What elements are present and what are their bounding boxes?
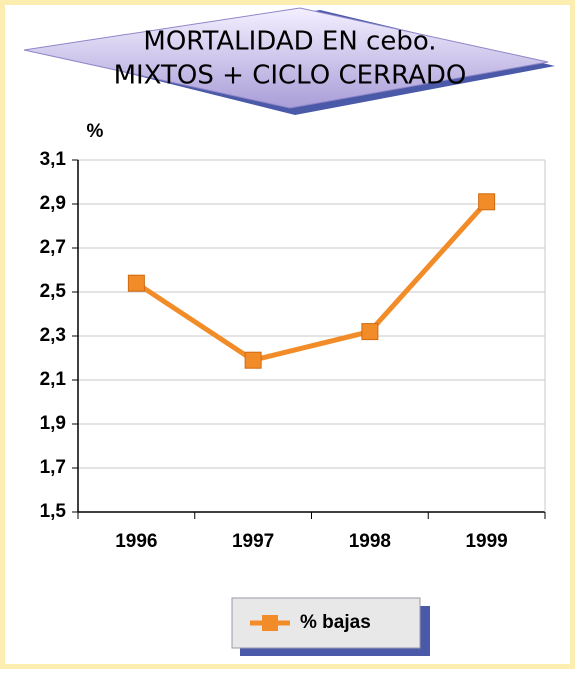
y-tick-label: 1,7 xyxy=(40,457,66,478)
x-tick-label: 1998 xyxy=(349,531,391,552)
x-tick-label: 1996 xyxy=(115,531,157,552)
legend xyxy=(231,597,421,649)
legend-label: % bajas xyxy=(300,612,371,633)
title-line: MORTALIDAD EN cebo. xyxy=(143,27,436,57)
title-line: MIXTOS + CICLO CERRADO xyxy=(114,61,467,91)
x-tick-label: 1999 xyxy=(465,531,507,552)
marker xyxy=(478,193,496,211)
y-tick-label: 1,9 xyxy=(40,413,66,434)
banner xyxy=(23,7,549,109)
y-tick-label: 3,1 xyxy=(40,149,67,170)
y-tick-label: 2,9 xyxy=(40,193,66,214)
line xyxy=(134,200,489,363)
x-tick-label: 1997 xyxy=(232,531,274,552)
y-tick-label: 2,3 xyxy=(40,325,66,346)
y-tick-label: 2,1 xyxy=(40,369,67,390)
legend-marker xyxy=(262,615,278,631)
y-tick-label: 2,5 xyxy=(40,281,67,302)
marker xyxy=(244,351,262,369)
y-tick-label: 2,7 xyxy=(40,237,66,258)
marker xyxy=(361,323,379,341)
marker xyxy=(127,274,145,292)
y-tick-label: 1,5 xyxy=(40,501,67,522)
y-axis-label: % xyxy=(87,121,104,142)
